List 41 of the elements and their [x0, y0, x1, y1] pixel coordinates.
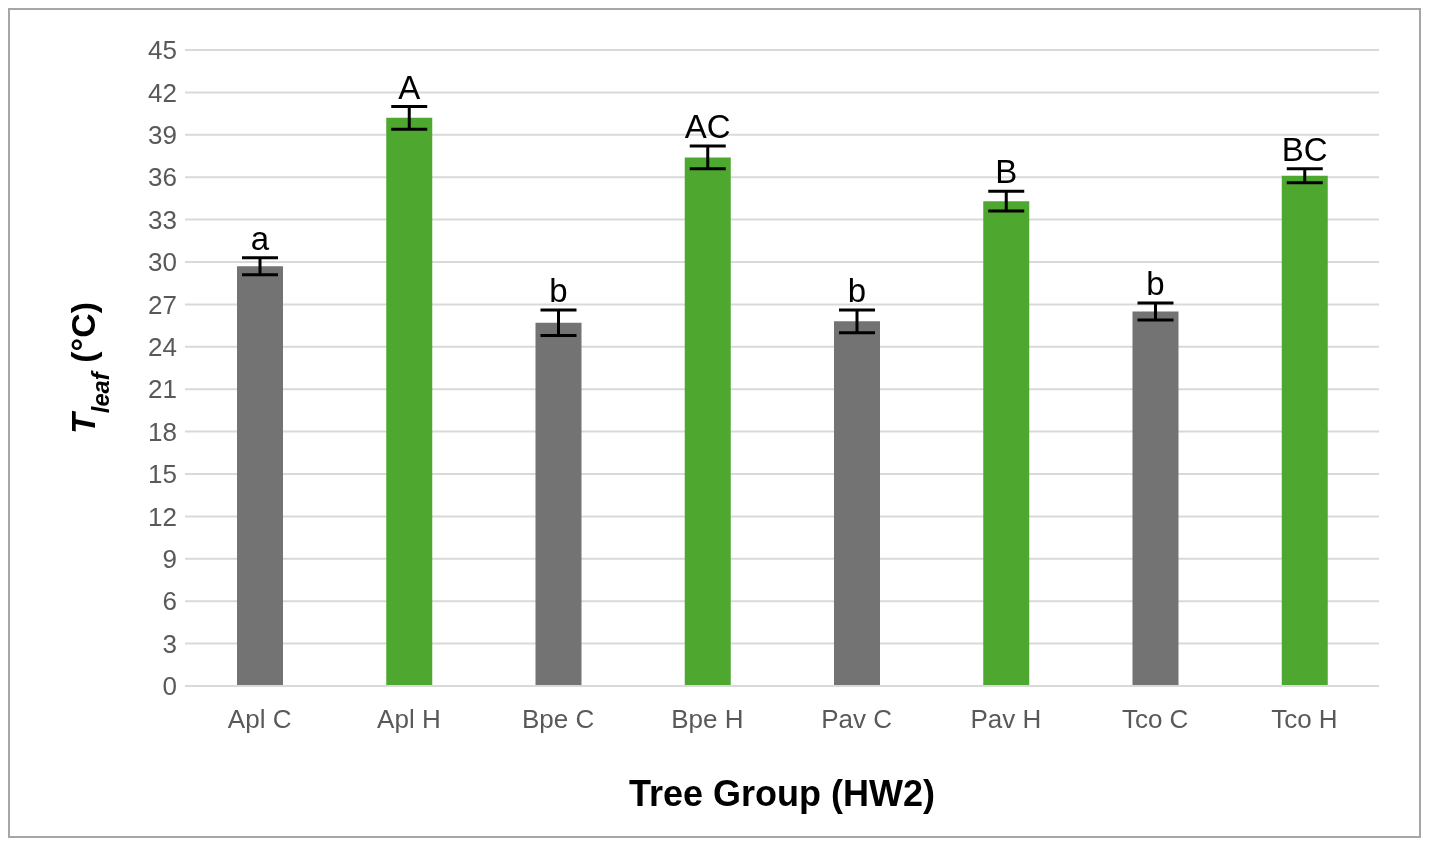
y-tick-label: 42	[148, 77, 177, 108]
bar	[1281, 175, 1328, 686]
y-tick-label: 30	[148, 247, 177, 278]
x-tick-label: Apl H	[377, 704, 441, 735]
bar	[684, 157, 731, 686]
x-tick-label: Bpe H	[671, 704, 744, 735]
x-tick-label: Pav H	[970, 704, 1042, 735]
x-axis-title: Tree Group (HW2)	[628, 773, 936, 814]
x-tick-label: Tco H	[1271, 704, 1338, 735]
y-tick-label: 33	[148, 204, 177, 235]
x-tick-label: Apl C	[227, 704, 292, 735]
y-tick-label: 15	[148, 459, 177, 490]
y-tick-label: 45	[148, 35, 177, 66]
y-tick-label: 0	[162, 671, 177, 702]
x-tick-label: Tco C	[1121, 704, 1189, 735]
y-tick-label: 3	[162, 628, 177, 659]
bar	[386, 117, 433, 686]
x-tick-label: Pav C	[821, 704, 893, 735]
annotation: b	[847, 272, 867, 310]
bar	[1132, 311, 1179, 686]
bar	[237, 266, 283, 686]
y-tick-label: 9	[162, 544, 177, 575]
bar	[535, 322, 582, 686]
annotation: a	[250, 219, 270, 257]
y-tick-label: 36	[148, 162, 177, 193]
y-tick-label: 6	[162, 586, 177, 617]
bar	[983, 201, 1030, 686]
annotation: AC	[684, 108, 731, 146]
annotation: A	[398, 68, 421, 106]
annotation: BC	[1281, 130, 1328, 168]
y-tick-label: 24	[148, 332, 177, 363]
y-tick-label: 27	[148, 289, 177, 320]
y-tick-label: 21	[148, 374, 177, 405]
annotation: b	[549, 272, 568, 310]
y-tick-label: 39	[148, 120, 177, 151]
bar	[834, 321, 880, 686]
y-tick-label: 12	[148, 501, 177, 532]
x-tick-label: Bpe C	[521, 704, 595, 735]
annotation: b	[1146, 264, 1165, 302]
annotation: B	[995, 153, 1018, 191]
y-tick-label: 18	[148, 416, 177, 447]
